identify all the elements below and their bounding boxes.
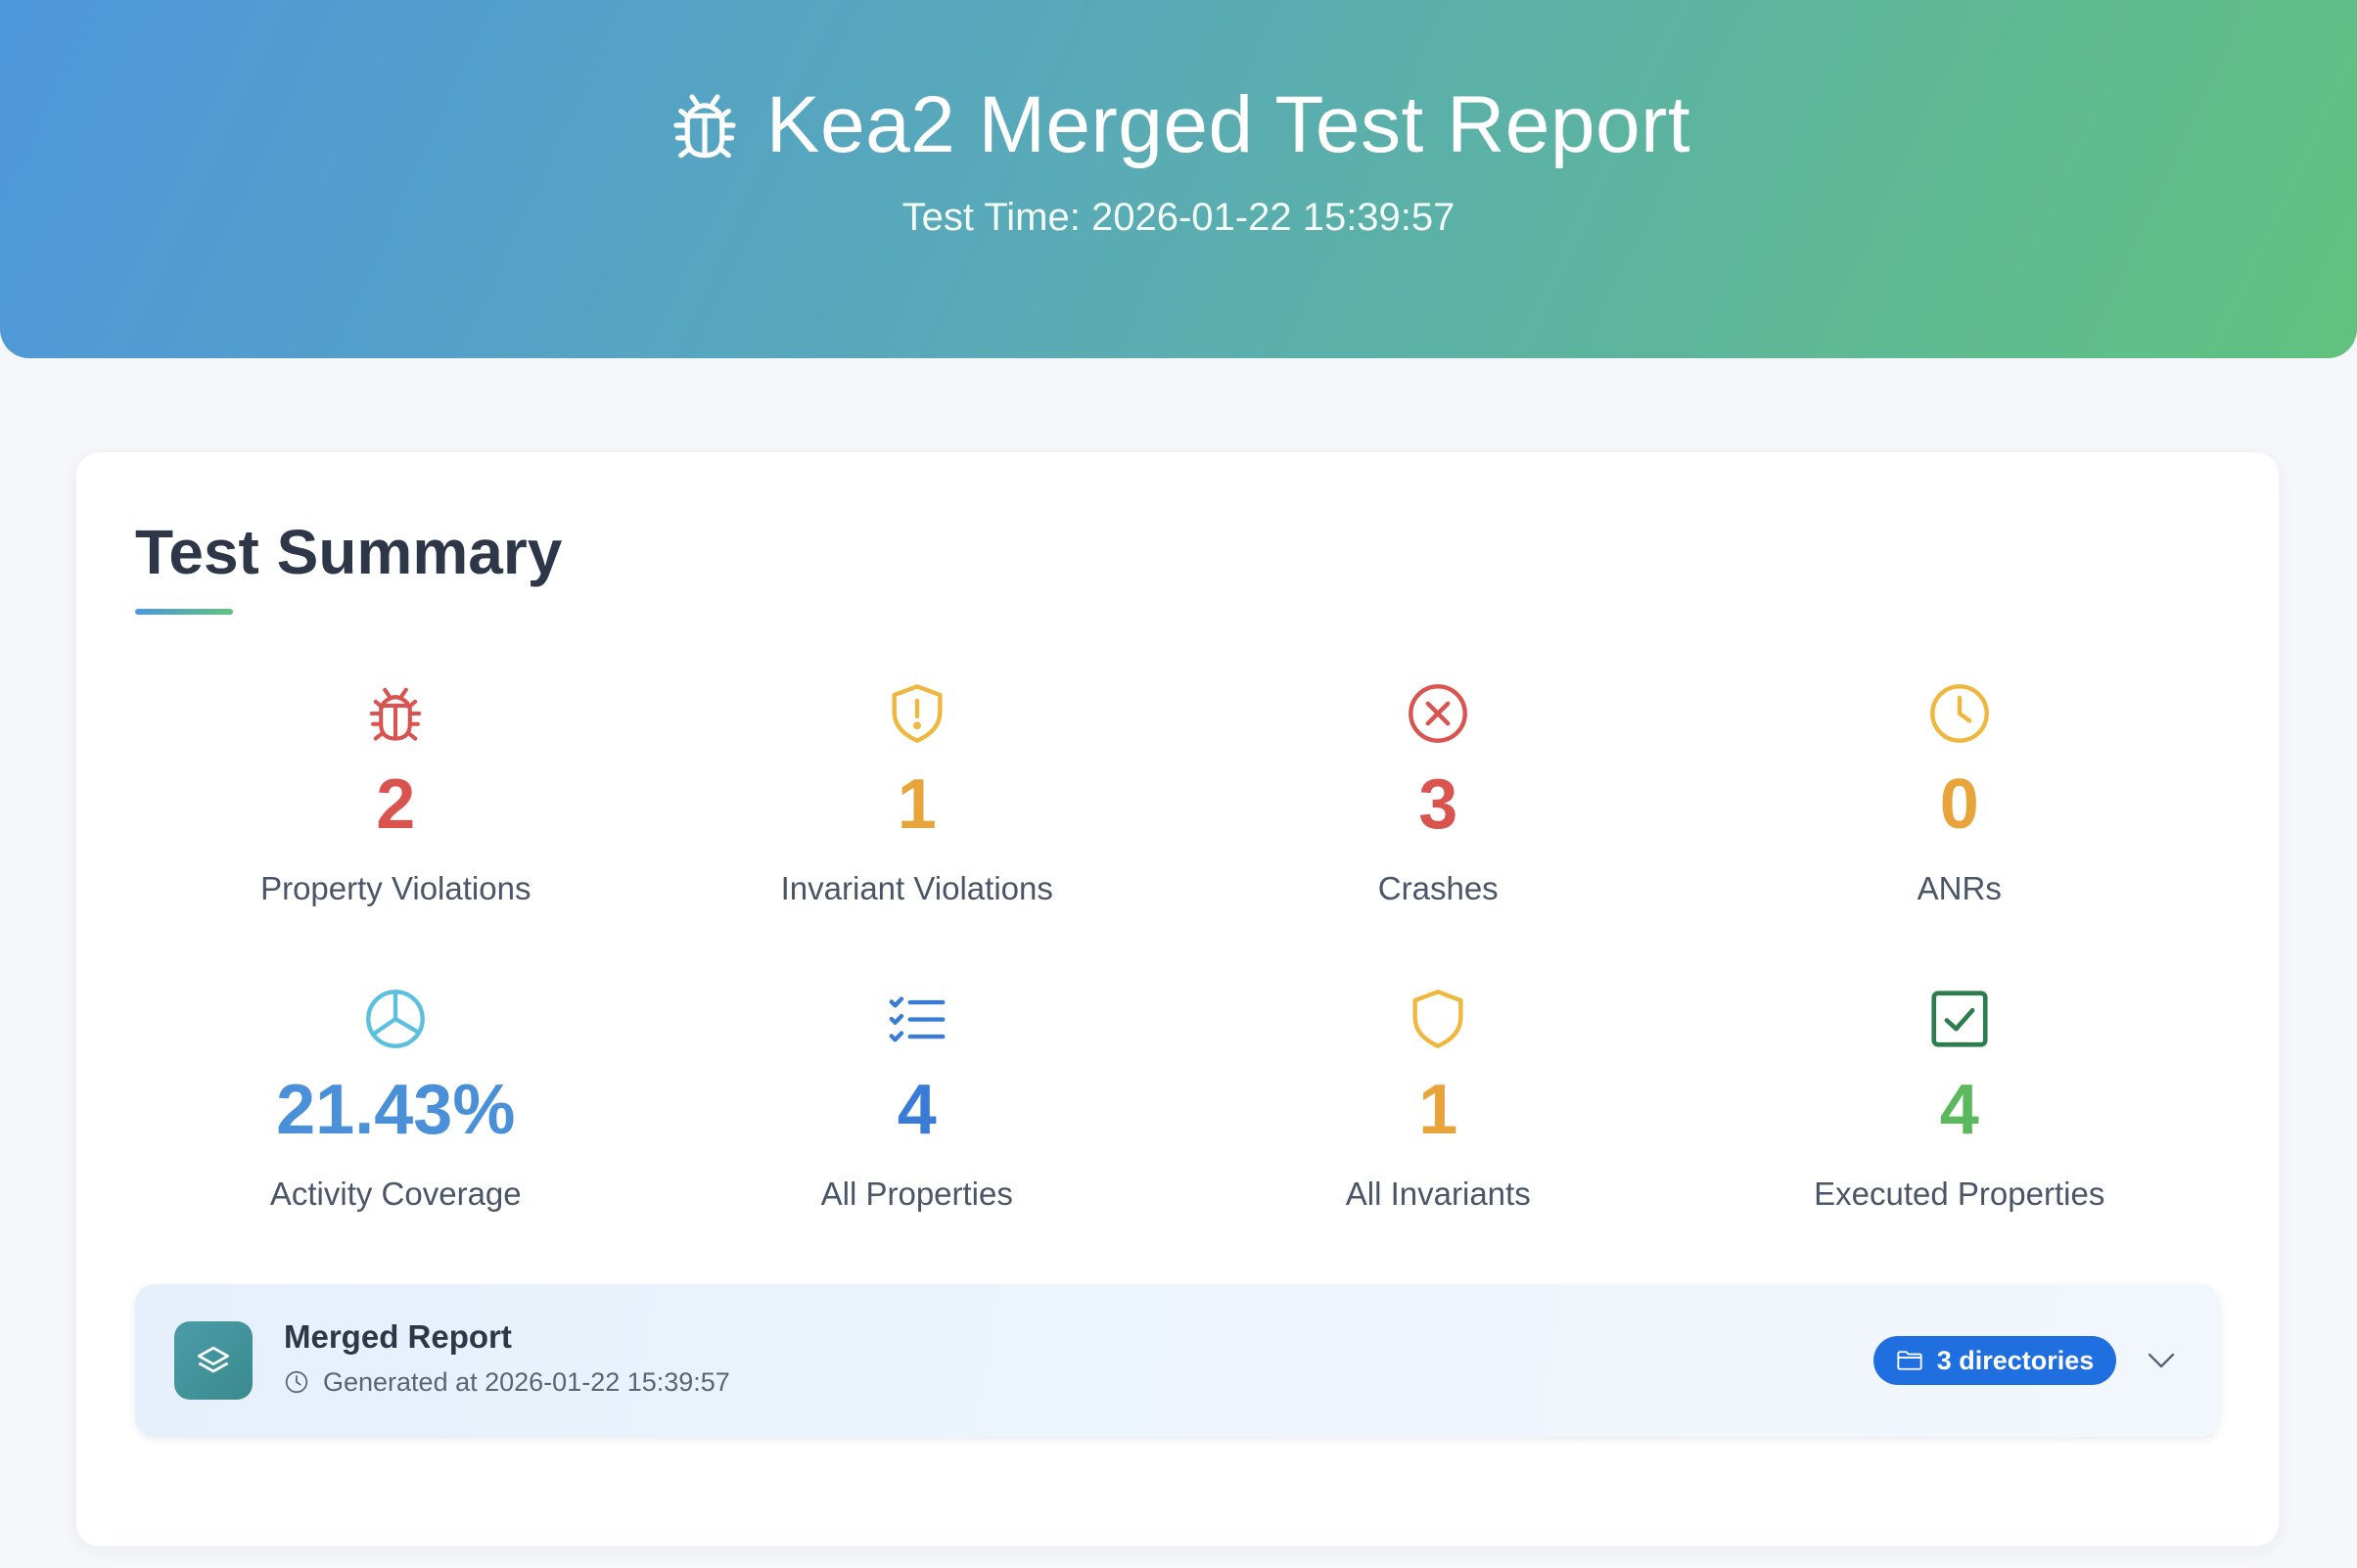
- report-header: Kea2 Merged Test Report Test Time: 2026-…: [0, 0, 2357, 358]
- stat-crashes: 3 Crashes: [1178, 679, 1699, 985]
- bug-icon: [370, 687, 422, 741]
- test-time: Test Time: 2026-01-22 15:39:57: [901, 196, 1456, 239]
- stat-all-properties: 4 All Properties: [657, 985, 1178, 1290]
- checklist-icon: [889, 996, 946, 1042]
- stat-label: All Invariants: [1345, 1176, 1531, 1212]
- test-summary-card: Test Summary 2 Property Violations: [76, 452, 2279, 1546]
- page-title: Kea2 Merged Test Report: [765, 80, 1691, 169]
- stat-label: All Properties: [820, 1176, 1013, 1212]
- stat-value: 21.43%: [276, 1071, 516, 1149]
- stat-all-invariants: 1 All Invariants: [1178, 985, 1699, 1290]
- shield-alert-icon: [892, 684, 943, 743]
- merged-report-panel[interactable]: Merged Report Generated at 2026-01-22 15…: [135, 1284, 2220, 1437]
- bug-icon: [673, 94, 736, 159]
- stat-value: 0: [1939, 765, 1979, 844]
- folder-icon: [1897, 1351, 1922, 1370]
- stat-label: ANRs: [1917, 870, 2002, 906]
- title-underline: [135, 609, 233, 615]
- shield-icon: [1412, 990, 1463, 1048]
- x-circle-icon: [1409, 684, 1468, 743]
- directories-count: 3 directories: [1936, 1345, 2095, 1375]
- stat-label: Invariant Violations: [780, 870, 1053, 906]
- generated-text: Generated at 2026-01-22 15:39:57: [323, 1367, 730, 1397]
- stat-activity-coverage: 21.43% Activity Coverage: [135, 985, 657, 1290]
- stat-value: 3: [1418, 765, 1458, 844]
- merged-report-title: Merged Report: [284, 1318, 512, 1355]
- stat-label: Crashes: [1377, 870, 1499, 906]
- stat-label: Activity Coverage: [269, 1176, 522, 1212]
- stat-value: 4: [1939, 1071, 1979, 1149]
- stat-value: 1: [897, 765, 937, 844]
- stat-value: 1: [1418, 1071, 1458, 1149]
- stat-value: 4: [897, 1071, 937, 1149]
- stat-invariant-violations: 1 Invariant Violations: [657, 679, 1178, 985]
- section-title: Test Summary: [135, 517, 563, 587]
- clock-icon: [285, 1370, 308, 1394]
- pie-chart-icon: [366, 990, 426, 1048]
- clock-icon: [1929, 684, 1989, 743]
- stat-executed-properties: 4 Executed Properties: [1699, 985, 2221, 1290]
- stat-anrs: 0 ANRs: [1699, 679, 2221, 985]
- merged-report-generated: Generated at 2026-01-22 15:39:57: [284, 1364, 730, 1400]
- layers-icon: [174, 1321, 253, 1400]
- stats-grid: 2 Property Violations 1 Invariant Violat…: [135, 679, 2220, 1286]
- stat-label: Executed Properties: [1814, 1176, 2105, 1212]
- stat-label: Property Violations: [260, 870, 531, 906]
- chevron-down-icon[interactable]: [2144, 1345, 2179, 1376]
- directories-badge[interactable]: 3 directories: [1873, 1336, 2116, 1385]
- stat-value: 2: [376, 765, 416, 844]
- stat-property-violations: 2 Property Violations: [135, 679, 657, 985]
- check-square-icon: [1931, 991, 1988, 1047]
- header-title-row: Kea2 Merged Test Report: [0, 76, 2357, 174]
